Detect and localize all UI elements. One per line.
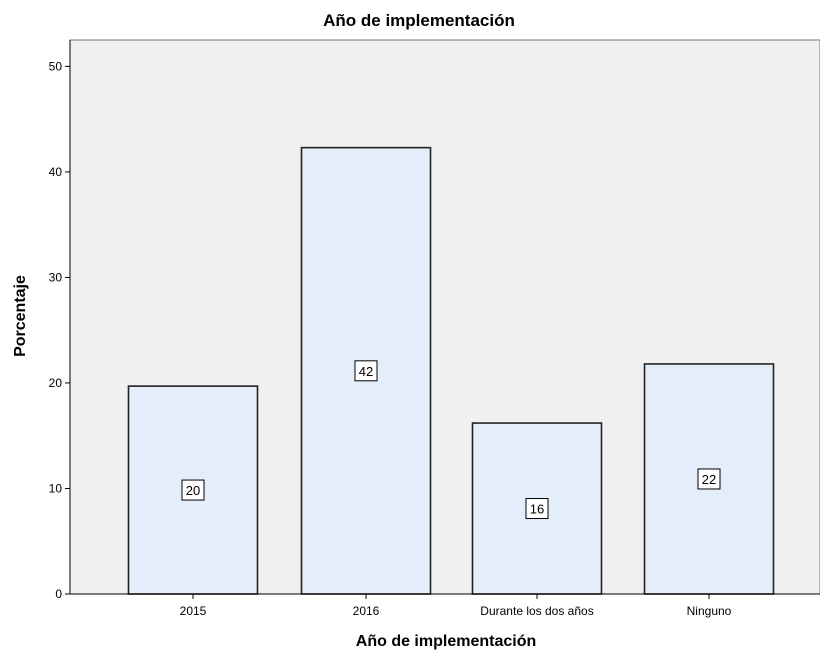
x-axis-title: Año de implementación	[356, 633, 536, 650]
data-label-box	[525, 498, 549, 520]
data-label: 20	[186, 483, 200, 498]
y-tick-label: 10	[49, 481, 63, 495]
x-tick-label: Durante los dos años	[480, 604, 593, 618]
data-label: 22	[702, 472, 716, 487]
data-label-box	[354, 360, 378, 382]
x-tick-label: Ninguno	[687, 604, 732, 618]
y-tick-label: 0	[55, 587, 62, 601]
y-tick-label: 30	[49, 270, 63, 284]
data-label-box	[181, 479, 205, 501]
data-label: 42	[359, 364, 373, 379]
chart-title: Año de implementación	[323, 11, 515, 30]
data-label: 16	[530, 502, 544, 517]
bars-layer: 20 42 16 22	[127, 146, 775, 595]
x-tick-label: 2016	[353, 604, 380, 618]
x-tick-label: 2015	[180, 604, 207, 618]
data-label-box	[697, 468, 721, 490]
y-tick-label: 50	[49, 59, 63, 73]
y-tick-label: 20	[49, 376, 63, 390]
y-axis-title: Porcentaje	[12, 275, 29, 357]
y-tick-label: 40	[49, 165, 63, 179]
